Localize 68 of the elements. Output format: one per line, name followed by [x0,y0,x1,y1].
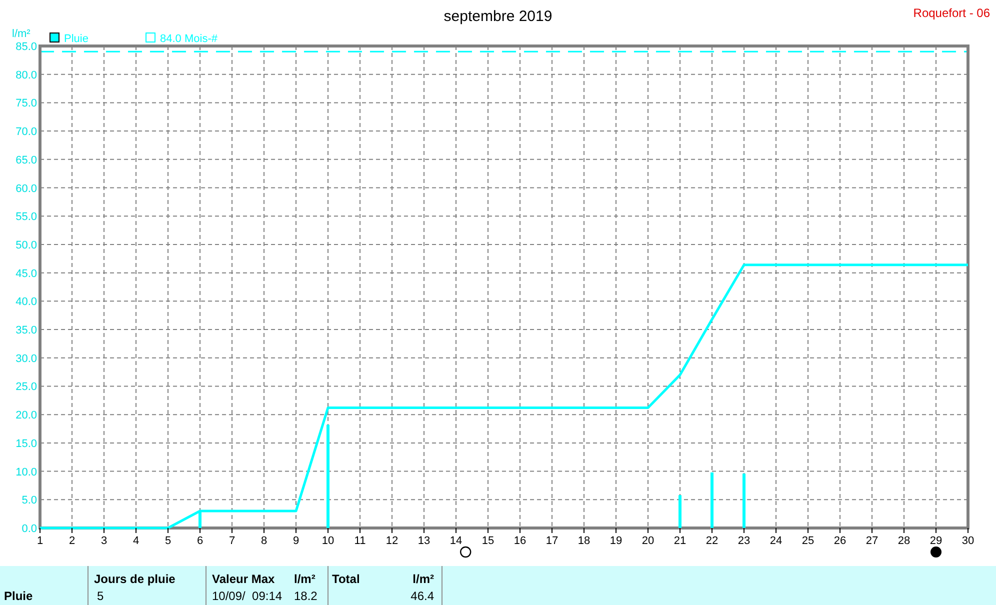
x-tick-label: 22 [706,535,718,547]
y-tick-label: 75.0 [16,98,37,110]
y-tick-label: 70.0 [16,126,37,138]
x-tick-label: 6 [196,535,204,547]
legend-label: Pluie [64,33,88,45]
x-tick-label: 15 [482,535,494,547]
x-tick-label: 30 [962,535,974,547]
y-tick-label: 55.0 [16,211,37,224]
x-tick-label: 14 [450,535,462,547]
line-series [38,264,970,530]
x-tick-label: 27 [866,535,878,547]
legend-label: 84.0 Mois-# [160,33,218,45]
x-tick-label: 2 [68,535,76,547]
y-tick-label: 85.0 [16,41,37,53]
text: Total [332,572,360,586]
y-tick-label: 25.0 [16,381,37,394]
y-tick-label: 5.0 [22,494,37,507]
x-tick-label: 18 [578,535,590,547]
text: Pluie [4,589,33,603]
y-tick-label: 80.0 [16,69,37,82]
text: 10/09/ 09:14 [212,589,282,603]
y-tick-label: 60.0 [16,182,37,195]
x-tick-label: 10 [322,535,334,547]
bar [742,474,746,528]
x-tick-label: 16 [514,535,526,547]
text: Valeur Max [212,572,276,586]
text: l/m² [412,572,434,586]
x-tick-label: 29 [930,535,942,547]
x-tick-label: 7 [228,535,236,547]
x-tick-label: 3 [100,535,108,547]
chart-subtitle: Roquefort - 06 [913,6,990,20]
x-tick-label: 26 [834,535,846,547]
y-tick-label: 35.0 [16,324,37,337]
y-tick-label: 50.0 [16,239,37,252]
y-tick-label: 65.0 [16,154,37,166]
x-tick-label: 12 [386,535,398,547]
y-tick-label: 20.0 [16,410,37,422]
y-tick-label: 45.0 [16,268,37,280]
x-tick-label: 5 [164,535,172,547]
bar [678,495,682,528]
x-tick-label: 11 [354,535,366,547]
y-tick-label: 40.0 [16,296,37,308]
y-axis-title: l/m² [12,28,31,40]
y-tick-label: 0.0 [22,523,37,535]
text: 46.4 [410,589,434,603]
y-tick-label: 30.0 [16,352,37,365]
x-tick-label: 1 [36,535,44,547]
text: Jours de pluie [94,572,176,586]
x-tick-label: 17 [546,535,558,547]
x-tick-label: 4 [132,535,140,547]
x-tick-label: 24 [770,535,782,547]
x-tick-label: 28 [898,535,910,547]
x-tick-label: 21 [674,535,686,547]
x-tick-label: 25 [802,535,814,547]
text: l/m² [294,572,316,586]
bar [326,424,330,528]
x-tick-label: 8 [260,535,268,547]
x-tick-label: 9 [292,535,300,547]
x-tick-label: 19 [610,535,622,547]
x-tick-label: 23 [738,535,750,547]
x-tick-label: 13 [418,535,430,547]
y-tick-label: 15.0 [16,438,37,450]
bar [710,472,714,528]
y-tick-label: 10.0 [16,466,37,478]
text: 5 [97,589,104,603]
text: 18.2 [294,589,318,603]
x-tick-label: 20 [642,535,654,547]
chart-title: septembre 2019 [444,8,552,25]
